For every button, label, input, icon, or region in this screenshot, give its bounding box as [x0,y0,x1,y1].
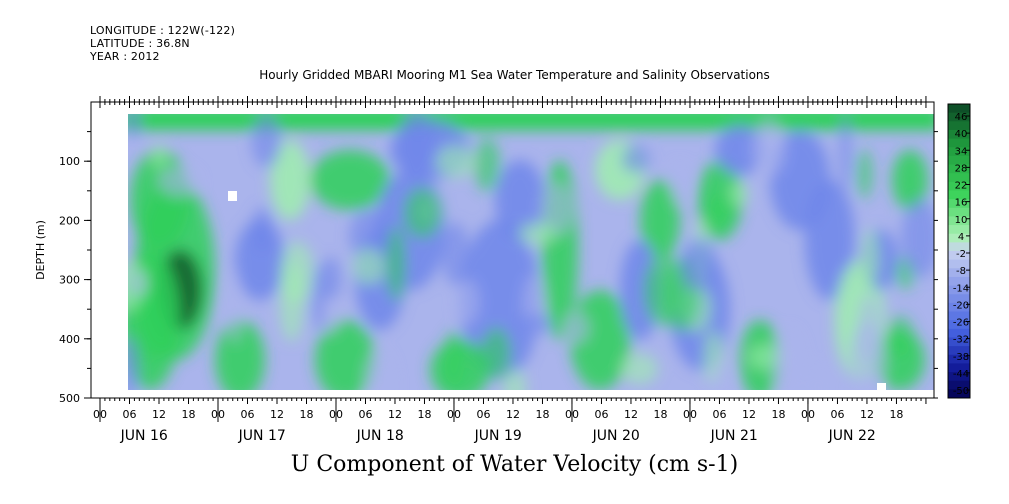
colorbar-segment [948,337,970,347]
colorbar-segment [948,199,970,209]
colorbar-segment [948,328,970,338]
colorbar-label: 40 [955,129,968,140]
colorbar-segment [948,372,970,382]
colorbar-segment [948,173,970,183]
x-tick-label: 18 [535,408,549,421]
x-tick-label: 06 [594,408,608,421]
colorbar-label: 22 [955,181,968,192]
colorbar-segment [948,363,970,373]
colorbar-segment [948,129,970,140]
y-tick-label: 100 [59,155,80,168]
x-date-label: JUN 21 [710,428,758,444]
x-date-label: JUN 19 [474,428,522,444]
colorbar-segment [948,276,970,287]
colorbar-label: -32 [953,335,969,346]
colorbar-segment [948,225,970,235]
colorbar-segment [948,104,970,114]
colorbar-segment [948,181,970,191]
x-tick-label: 12 [506,408,520,421]
x-tick-label: 12 [860,408,874,421]
colorbar-segment [948,268,970,278]
x-tick-label: 18 [653,408,667,421]
colorbar-segment [948,112,970,122]
colorbar-segment [948,354,970,364]
colorbar-segment [948,380,970,390]
x-tick-label: 06 [476,408,490,421]
colorbar-label: -2 [956,249,966,260]
colorbar-segment [948,190,970,200]
x-tick-label: 12 [624,408,638,421]
colorbar-label: -50 [953,386,969,397]
x-tick-label: 06 [830,408,844,421]
colorbar-segment [948,216,970,226]
colorbar-segment [948,251,970,261]
colorbar-segment [948,285,970,295]
longitude-label: LONGITUDE : 122W(-122) [90,24,236,37]
colorbar-label: 4 [958,232,964,243]
colorbar-label: -38 [953,352,969,363]
x-tick-label: 06 [122,408,136,421]
x-tick-label: 12 [152,408,166,421]
x-tick-label: 18 [417,408,431,421]
colorbar-segment [948,259,970,269]
x-tick-label: 12 [388,408,402,421]
heatmap-field [128,114,934,390]
colorbar-label: -8 [956,266,966,277]
colorbar-label: -14 [953,283,969,294]
x-date-label: JUN 22 [828,428,876,444]
latitude-label: LATITUDE : 36.8N [90,37,190,50]
variable-label: U Component of Water Velocity (cm s-1) [290,452,739,477]
colorbar-label: 28 [955,163,968,174]
x-date-label: JUN 17 [238,428,286,444]
colorbar-segment [948,121,970,131]
y-tick-label: 500 [59,392,80,405]
x-tick-label: 06 [240,408,254,421]
x-tick-label: 18 [299,408,313,421]
plot-title: Hourly Gridded MBARI Mooring M1 Sea Wate… [259,68,770,82]
colorbar-label: 46 [955,112,968,123]
colorbar-segment [948,233,970,243]
x-tick-label: 18 [181,408,195,421]
x-date-label: JUN 18 [356,428,404,444]
colorbar-label: 10 [955,215,968,226]
colorbar-segment [948,389,970,399]
x-tick-label: 18 [889,408,903,421]
x-date-label: JUN 16 [120,428,168,444]
x-axis: 00 06 12 18 00 06 12 18 00 06 12 18 00 06 12 18 00 06 12 18… [93,96,927,444]
colorbar-label: -44 [953,369,969,380]
colorbar-segment [948,302,970,313]
colorbar-label: -20 [953,300,969,311]
x-tick-label: 06 [358,408,372,421]
colorbar-label: 34 [955,146,968,157]
y-axis-label: DEPTH (m) [34,220,47,280]
colorbar-segment [948,138,970,148]
y-tick-label: 300 [59,274,80,287]
colorbar: 46 40 34 28 22 16 10 4 -2 -8 -14 -20 -26 -32 -38 -44 -50 [947,103,971,399]
colorbar-segment [948,242,970,252]
colorbar-label: 16 [955,198,968,209]
y-tick-label: 400 [59,333,80,346]
colorbar-segment [948,164,970,174]
x-tick-label: 12 [742,408,756,421]
colorbar-segment [948,311,970,321]
year-label: YEAR : 2012 [90,50,160,63]
colorbar-segment [948,147,970,157]
y-tick-label: 200 [59,214,80,227]
colorbar-segment [948,346,970,356]
x-tick-label: 12 [270,408,284,421]
colorbar-label: -26 [953,318,969,329]
colorbar-segment [948,155,970,166]
x-tick-label: 18 [771,408,785,421]
x-tick-label: 06 [712,408,726,421]
colorbar-segment [948,294,970,304]
y-axis: 100 200 300 400 500 [59,131,938,405]
colorbar-segment [948,207,970,217]
x-date-label: JUN 20 [592,428,640,444]
colorbar-segment [948,320,970,330]
